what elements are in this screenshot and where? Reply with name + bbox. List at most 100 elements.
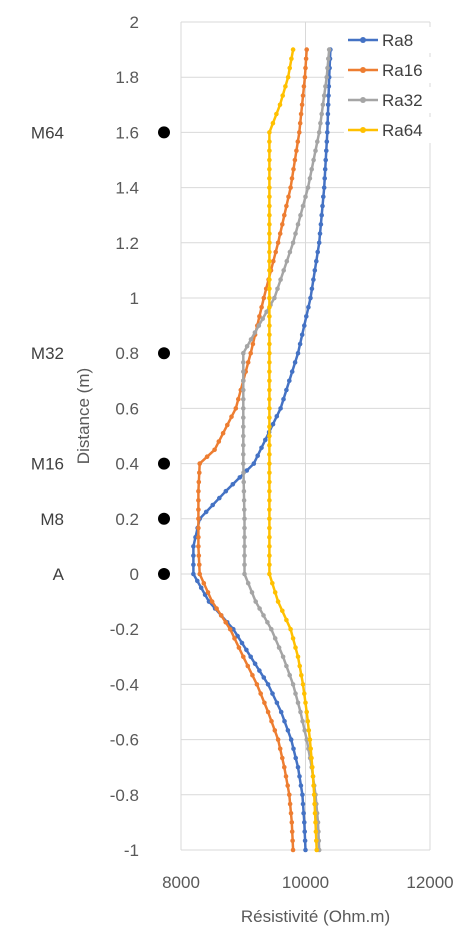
data-point bbox=[285, 74, 291, 80]
data-point bbox=[297, 341, 303, 347]
data-point bbox=[267, 286, 272, 292]
data-point bbox=[236, 396, 241, 402]
data-point bbox=[242, 571, 247, 577]
data-point bbox=[245, 580, 251, 586]
data-point bbox=[298, 212, 303, 218]
data-point bbox=[278, 406, 283, 411]
data-point bbox=[275, 737, 281, 742]
data-point bbox=[197, 461, 202, 466]
series-lines bbox=[191, 47, 333, 853]
data-point bbox=[256, 323, 262, 328]
data-point bbox=[258, 691, 264, 696]
data-point bbox=[267, 406, 272, 411]
data-point bbox=[272, 636, 278, 641]
data-point bbox=[309, 166, 315, 172]
data-point bbox=[259, 304, 264, 310]
data-point bbox=[241, 350, 246, 356]
data-point bbox=[241, 369, 246, 374]
data-point bbox=[225, 422, 230, 428]
data-point bbox=[300, 203, 306, 209]
data-point bbox=[214, 606, 219, 611]
data-point bbox=[248, 350, 253, 356]
y-tick-label: 1.2 bbox=[115, 234, 139, 253]
data-point bbox=[195, 578, 200, 584]
data-point bbox=[300, 801, 306, 807]
data-point bbox=[295, 350, 301, 356]
y-tick-label: 0.8 bbox=[115, 344, 139, 363]
data-point bbox=[261, 295, 267, 301]
data-point bbox=[274, 700, 280, 706]
legend-label: Ra32 bbox=[382, 91, 423, 110]
data-point bbox=[286, 194, 291, 200]
data-point bbox=[272, 295, 277, 301]
data-point bbox=[319, 111, 325, 117]
data-point bbox=[196, 488, 201, 494]
data-point bbox=[295, 700, 301, 706]
position-marker-label: M64 bbox=[31, 123, 64, 142]
data-point bbox=[233, 406, 239, 411]
y-tick-label: -0.6 bbox=[110, 731, 139, 750]
data-point bbox=[267, 488, 272, 494]
legend-label: Ra64 bbox=[382, 121, 423, 140]
data-point bbox=[325, 130, 330, 135]
data-point bbox=[267, 553, 272, 558]
data-point bbox=[242, 516, 247, 522]
data-point bbox=[305, 185, 311, 190]
data-point bbox=[272, 728, 278, 733]
data-point bbox=[303, 56, 309, 62]
data-point bbox=[321, 93, 327, 98]
data-point bbox=[288, 185, 293, 190]
series-ra16 bbox=[196, 47, 310, 853]
data-point bbox=[325, 120, 330, 126]
data-point bbox=[295, 139, 301, 144]
data-point bbox=[197, 571, 202, 577]
data-point bbox=[298, 783, 304, 788]
data-point bbox=[230, 482, 236, 487]
data-point bbox=[267, 166, 272, 172]
data-point bbox=[267, 332, 272, 338]
data-point bbox=[295, 654, 301, 660]
data-point bbox=[267, 442, 272, 448]
data-point bbox=[267, 203, 272, 209]
data-point bbox=[241, 654, 246, 660]
data-point bbox=[257, 606, 262, 611]
data-point bbox=[311, 157, 316, 163]
data-point bbox=[253, 599, 258, 604]
data-point bbox=[241, 360, 246, 365]
data-point bbox=[291, 166, 296, 172]
data-point bbox=[287, 65, 293, 71]
data-point bbox=[304, 709, 310, 715]
x-tick-label: 12000 bbox=[406, 873, 453, 892]
data-point bbox=[322, 176, 328, 181]
data-point bbox=[310, 764, 315, 770]
data-point bbox=[318, 222, 324, 227]
data-point bbox=[310, 774, 316, 779]
data-point bbox=[267, 516, 272, 522]
data-point bbox=[309, 286, 315, 292]
data-point bbox=[297, 120, 303, 126]
grid bbox=[180, 21, 431, 851]
data-point bbox=[242, 507, 247, 512]
data-point bbox=[277, 746, 283, 752]
position-marker-label: M32 bbox=[31, 344, 64, 363]
data-point bbox=[285, 783, 291, 788]
data-point bbox=[304, 314, 309, 319]
position-marker-dot bbox=[158, 568, 170, 580]
data-point bbox=[290, 682, 296, 687]
data-point bbox=[241, 378, 246, 384]
data-point bbox=[267, 194, 272, 200]
legend-label: Ra8 bbox=[382, 31, 413, 50]
data-point bbox=[241, 479, 246, 485]
data-point bbox=[267, 277, 272, 282]
data-point bbox=[197, 562, 202, 568]
data-point bbox=[302, 728, 308, 733]
data-point bbox=[241, 461, 246, 466]
data-point bbox=[315, 139, 320, 144]
data-point bbox=[261, 613, 266, 618]
data-point bbox=[299, 672, 304, 678]
data-point bbox=[270, 421, 276, 427]
data-point bbox=[290, 240, 296, 246]
legend: Ra8 Ra16 Ra32 Ra64 bbox=[344, 27, 444, 143]
data-point bbox=[325, 65, 330, 71]
y-tick-label: 1.6 bbox=[115, 123, 139, 142]
